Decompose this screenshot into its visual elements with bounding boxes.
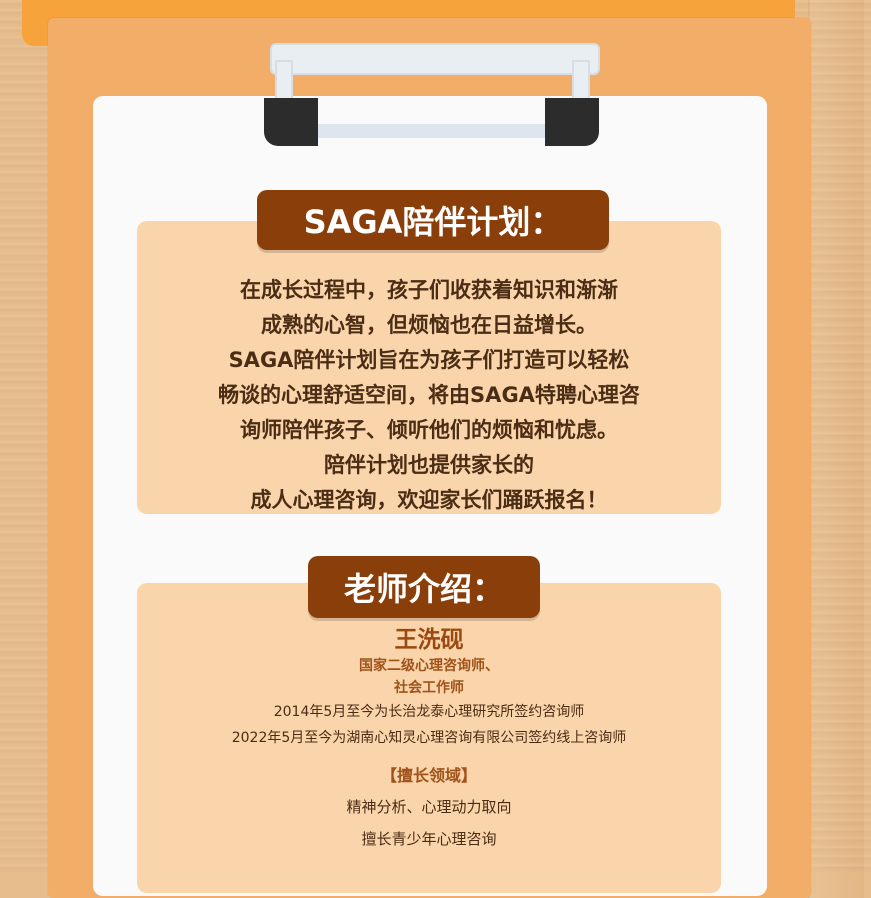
expertise-heading: 【擅长领域】 bbox=[380, 766, 477, 785]
saga-plan-text: 在成长过程中，孩子们收获着知识和渐渐 成熟的心智，但烦恼也在日益增长。 SAGA… bbox=[137, 273, 721, 518]
saga-line: 成人心理咨询，欢迎家长们踊跃报名！ bbox=[250, 488, 608, 512]
saga-line: 在成长过程中，孩子们收获着知识和渐渐 bbox=[240, 278, 618, 302]
saga-line: SAGA陪伴计划旨在为孩子们打造可以轻松 bbox=[228, 348, 630, 372]
teacher-info: 王洗砚 国家二级心理咨询师、 社会工作师 2014年5月至今为长治龙泰心理研究所… bbox=[137, 625, 721, 855]
clip-foot-left bbox=[264, 98, 318, 146]
clip-foot-right bbox=[545, 98, 599, 146]
teacher-title: 社会工作师 bbox=[394, 680, 464, 696]
experience-line: 2022年5月至今为湖南心知灵心理咨询有限公司签约线上咨询师 bbox=[231, 730, 627, 746]
experience-line: 2014年5月至今为长治龙泰心理研究所签约咨询师 bbox=[273, 704, 585, 720]
clip-inner-bar bbox=[318, 124, 545, 138]
saga-line: 陪伴计划也提供家长的 bbox=[324, 453, 534, 477]
clip-bar bbox=[270, 43, 600, 75]
expertise-item: 擅长青少年心理咨询 bbox=[361, 830, 497, 848]
teacher-intro-title: 老师介绍： bbox=[308, 556, 540, 618]
saga-line: 询师陪伴孩子、倾听他们的烦恼和忧虑。 bbox=[240, 418, 618, 442]
expertise-item: 精神分析、心理动力取向 bbox=[346, 798, 512, 816]
teacher-name: 王洗砚 bbox=[394, 627, 464, 653]
teacher-box: 王洗砚 国家二级心理咨询师、 社会工作师 2014年5月至今为长治龙泰心理研究所… bbox=[137, 583, 721, 893]
saga-plan-box: 在成长过程中，孩子们收获着知识和渐渐 成熟的心智，但烦恼也在日益增长。 SAGA… bbox=[137, 221, 721, 514]
saga-line: 成熟的心智，但烦恼也在日益增长。 bbox=[261, 313, 597, 337]
saga-line: 畅谈的心理舒适空间，将由SAGA特聘心理咨 bbox=[218, 383, 640, 407]
teacher-title: 国家二级心理咨询师、 bbox=[359, 658, 499, 674]
saga-plan-title: SAGA陪伴计划： bbox=[257, 190, 609, 250]
